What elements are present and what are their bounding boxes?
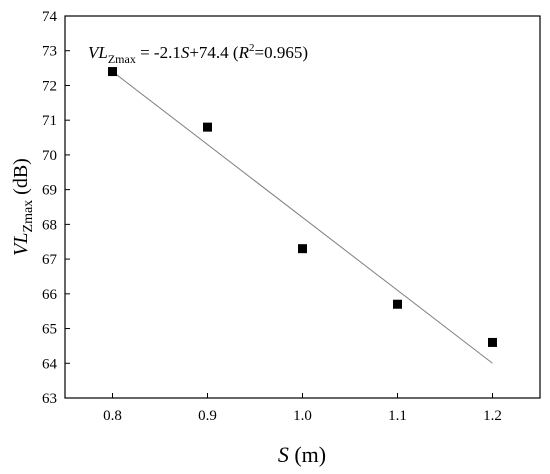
x-tick-label: 1.1 <box>388 408 407 424</box>
y-tick-label: 65 <box>42 322 57 338</box>
plot-frame <box>64 15 541 399</box>
y-tick-label: 67 <box>42 252 58 268</box>
x-tick-label: 1.2 <box>483 408 502 424</box>
data-points <box>108 67 497 347</box>
data-point <box>393 299 402 309</box>
y-tick-label: 70 <box>42 148 57 164</box>
y-tick-label: 63 <box>42 391 57 407</box>
data-point <box>298 244 307 254</box>
x-axis-ticks: 0.8 0.9 1.0 1.1 1.2 <box>103 393 502 424</box>
fit-line <box>112 71 493 364</box>
y-tick-label: 69 <box>42 183 57 199</box>
y-axis-ticks: 63 64 65 66 67 68 69 70 71 72 73 74 <box>42 9 70 407</box>
data-point <box>203 122 212 132</box>
data-point <box>488 337 497 347</box>
y-tick-label: 73 <box>42 44 57 60</box>
y-tick-label: 74 <box>42 9 58 25</box>
data-point <box>108 67 117 77</box>
y-tick-label: 66 <box>42 287 58 303</box>
x-tick-label: 0.9 <box>198 408 217 424</box>
y-tick-label: 68 <box>42 217 57 233</box>
fit-equation: VLZmax = -2.1S+74.4 (R2=0.965) <box>88 42 308 66</box>
y-tick-label: 71 <box>42 113 57 129</box>
y-tick-label: 72 <box>42 78 57 94</box>
y-tick-label: 64 <box>42 356 58 372</box>
fit-line-group <box>112 71 493 364</box>
x-tick-label: 1.0 <box>293 408 312 424</box>
y-axis-title: VLZmax (dB) <box>10 158 36 256</box>
x-tick-label: 0.8 <box>103 408 122 424</box>
x-axis-title: S (m) <box>278 442 326 467</box>
